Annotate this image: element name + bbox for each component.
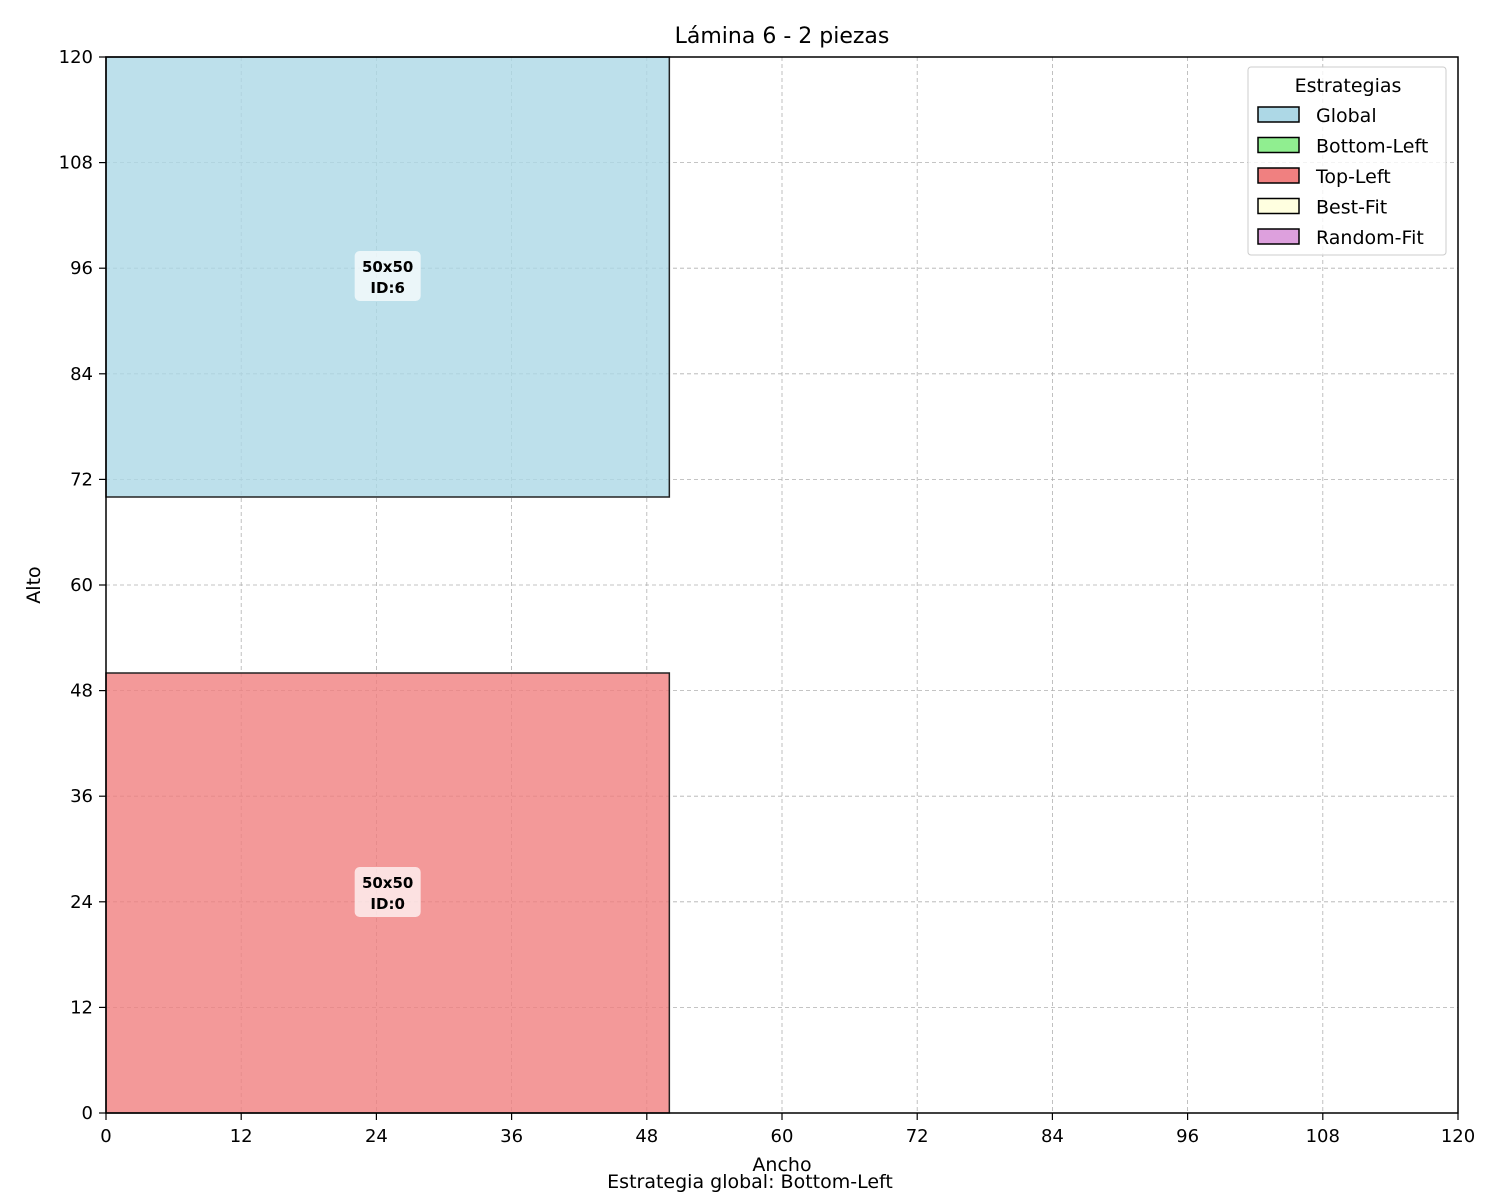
- y-tick-label: 48: [70, 681, 93, 702]
- piece: 50x50 ID:0: [105, 672, 671, 1114]
- piece-id-label: ID:0: [370, 895, 404, 913]
- y-tick-label: 108: [59, 153, 93, 174]
- x-tick-label: 72: [906, 1126, 929, 1147]
- y-tick-label: 96: [70, 258, 93, 279]
- footer-strategy: Estrategia global: Bottom-Left: [607, 1171, 893, 1193]
- y-tick-label: 12: [70, 997, 93, 1018]
- legend: Estrategias Global Bottom-Left Top-Left Bes…: [1247, 66, 1447, 256]
- piece: 50x50 ID:6: [105, 56, 671, 498]
- y-tick-label: 60: [70, 575, 93, 596]
- chart-title: Lámina 6 - 2 piezas: [675, 24, 890, 49]
- legend-label: Best-Fit: [1316, 197, 1387, 219]
- y-axis-label: Alto: [23, 566, 45, 603]
- legend-swatch: [1257, 197, 1300, 215]
- legend-swatch: [1257, 136, 1300, 154]
- legend-label: Random-Fit: [1316, 227, 1424, 249]
- piece-label-box: [354, 867, 421, 917]
- x-tick-label: 60: [771, 1126, 794, 1147]
- x-tick-label: 36: [500, 1126, 523, 1147]
- legend-swatch: [1257, 167, 1300, 184]
- x-tick-label: 96: [1176, 1126, 1199, 1147]
- legend-label: Bottom-Left: [1316, 136, 1428, 158]
- x-tick-label: 48: [635, 1126, 658, 1147]
- piece-size-label: 50x50: [362, 258, 413, 276]
- piece-size-label: 50x50: [362, 874, 413, 892]
- y-tick-label: 0: [82, 1103, 93, 1124]
- x-axis-label: Ancho: [752, 1154, 811, 1176]
- x-tick-label: 84: [1041, 1126, 1064, 1147]
- y-tick-label: 72: [70, 469, 93, 490]
- legend-title: Estrategias: [1295, 75, 1402, 97]
- x-tick-label: 120: [1441, 1126, 1475, 1147]
- legend-label: Global: [1316, 105, 1377, 127]
- y-tick-label: 120: [59, 47, 93, 68]
- y-tick-label: 24: [70, 892, 93, 913]
- y-tick-label: 36: [70, 786, 93, 807]
- y-tick-label: 84: [70, 364, 93, 385]
- legend-label: Top-Left: [1315, 166, 1391, 188]
- legend-swatch: [1257, 106, 1300, 123]
- piece-label-box: [354, 251, 421, 301]
- piece-id-label: ID:6: [370, 279, 404, 297]
- axis-ticks: 0 12 24 36 48 60 72 84 96 108 120 0 12 24 36 48 60 72 84 96…: [59, 47, 1476, 1147]
- pieces: 50x50 ID:6 50x50 ID:0: [105, 56, 671, 1114]
- x-tick-label: 0: [100, 1126, 111, 1147]
- x-tick-label: 24: [365, 1126, 388, 1147]
- x-tick-label: 12: [230, 1126, 253, 1147]
- legend-swatch: [1257, 228, 1300, 245]
- x-tick-label: 108: [1306, 1126, 1340, 1147]
